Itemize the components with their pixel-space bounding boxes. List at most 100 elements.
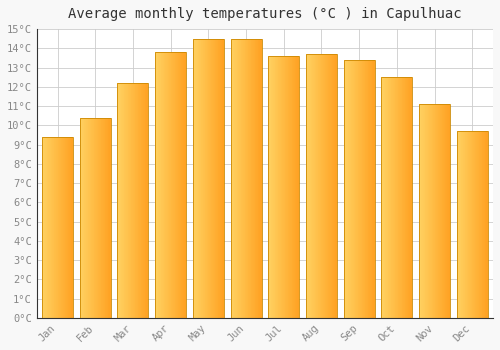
Bar [314, 54, 316, 318]
Bar [442, 104, 443, 318]
Bar [128, 83, 129, 318]
Bar [382, 77, 383, 318]
Bar [320, 54, 322, 318]
Bar [467, 131, 468, 318]
Bar [62, 137, 63, 318]
Bar [106, 118, 107, 318]
Bar [93, 118, 94, 318]
Bar [127, 83, 128, 318]
Bar [45, 137, 46, 318]
Bar [207, 39, 208, 318]
Bar [80, 118, 82, 318]
Bar [394, 77, 396, 318]
Bar [202, 39, 203, 318]
Bar [234, 39, 236, 318]
Bar [139, 83, 140, 318]
Bar [457, 131, 458, 318]
Bar [104, 118, 106, 318]
Bar [383, 77, 384, 318]
Bar [109, 118, 110, 318]
Bar [155, 52, 186, 318]
Bar [173, 52, 174, 318]
Bar [66, 137, 67, 318]
Bar [157, 52, 158, 318]
Bar [80, 118, 110, 318]
Bar [356, 60, 357, 318]
Bar [437, 104, 438, 318]
Bar [222, 39, 223, 318]
Bar [472, 131, 473, 318]
Bar [136, 83, 137, 318]
Bar [58, 137, 59, 318]
Bar [392, 77, 393, 318]
Bar [147, 83, 148, 318]
Bar [68, 137, 69, 318]
Bar [90, 118, 92, 318]
Bar [470, 131, 471, 318]
Bar [242, 39, 243, 318]
Bar [423, 104, 424, 318]
Bar [366, 60, 367, 318]
Bar [438, 104, 439, 318]
Bar [328, 54, 329, 318]
Bar [411, 77, 412, 318]
Bar [349, 60, 350, 318]
Bar [316, 54, 317, 318]
Bar [72, 137, 73, 318]
Title: Average monthly temperatures (°C ) in Capulhuac: Average monthly temperatures (°C ) in Ca… [68, 7, 462, 21]
Bar [344, 60, 346, 318]
Bar [459, 131, 460, 318]
Bar [296, 56, 297, 318]
Bar [466, 131, 467, 318]
Bar [248, 39, 249, 318]
Bar [313, 54, 314, 318]
Bar [163, 52, 164, 318]
Bar [269, 56, 270, 318]
Bar [125, 83, 126, 318]
Bar [447, 104, 448, 318]
Bar [399, 77, 400, 318]
Bar [233, 39, 234, 318]
Bar [373, 60, 374, 318]
Bar [43, 137, 44, 318]
Bar [100, 118, 102, 318]
Bar [393, 77, 394, 318]
Bar [261, 39, 262, 318]
Bar [387, 77, 388, 318]
Bar [282, 56, 283, 318]
Bar [306, 54, 337, 318]
Bar [239, 39, 240, 318]
Bar [332, 54, 333, 318]
Bar [55, 137, 56, 318]
Bar [155, 52, 156, 318]
Bar [464, 131, 466, 318]
Bar [410, 77, 411, 318]
Bar [402, 77, 403, 318]
Bar [238, 39, 239, 318]
Bar [196, 39, 197, 318]
Bar [170, 52, 172, 318]
Bar [279, 56, 280, 318]
Bar [48, 137, 49, 318]
Bar [353, 60, 354, 318]
Bar [169, 52, 170, 318]
Bar [220, 39, 222, 318]
Bar [212, 39, 213, 318]
Bar [177, 52, 178, 318]
Bar [327, 54, 328, 318]
Bar [482, 131, 483, 318]
Bar [384, 77, 386, 318]
Bar [168, 52, 169, 318]
Bar [294, 56, 296, 318]
Bar [142, 83, 143, 318]
Bar [286, 56, 287, 318]
Bar [143, 83, 144, 318]
Bar [350, 60, 352, 318]
Bar [280, 56, 281, 318]
Bar [486, 131, 487, 318]
Bar [398, 77, 399, 318]
Bar [457, 131, 488, 318]
Bar [359, 60, 360, 318]
Bar [180, 52, 182, 318]
Bar [59, 137, 60, 318]
